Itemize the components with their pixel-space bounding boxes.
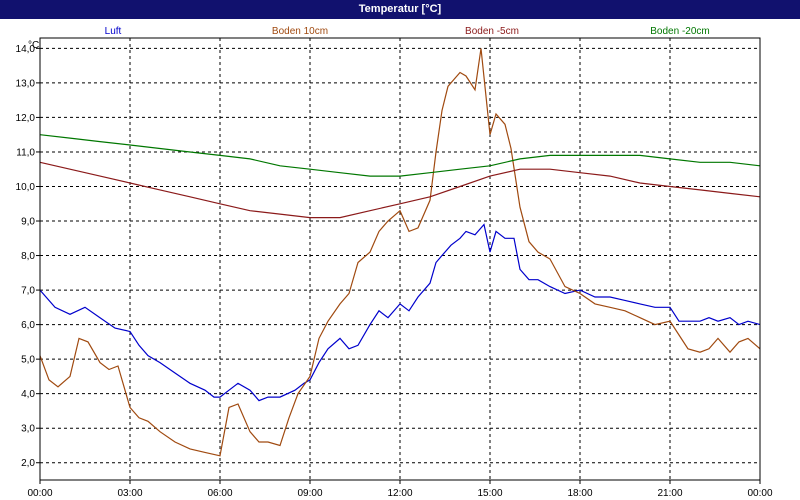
series-lines [39,48,761,457]
y-axis-unit: °C [28,40,39,51]
x-tick-time: 00:00 [27,488,52,499]
series-line-luft [39,223,761,402]
series-line-boden-10cm [39,48,761,457]
x-tick-time: 12:00 [387,488,412,499]
chart-title: Temperatur [°C] [0,0,800,19]
y-tick-label: 14,0 [16,44,36,55]
x-tick-time: 03:00 [117,488,142,499]
legend-item: Boden 10cm [272,26,328,37]
y-tick-label: 6,0 [21,320,35,331]
y-axis: 2,0 3,0 4,0 5,0 6,0 7,0 8,0 9,0 10,0 11,0 12,0 13,0… [16,44,40,469]
y-tick-label: 2,0 [21,458,35,469]
temperature-chart: °C Luft Boden 10cm Boden -5cm Boden -20cm 2… [16,26,773,499]
x-axis: 00:0028.10.1803:0028.10.1806:0028.10.180… [27,480,773,499]
y-tick-label: 11,0 [16,147,35,158]
y-tick-label: 9,0 [21,217,35,228]
grid [40,38,760,480]
y-tick-label: 12,0 [16,113,36,124]
x-tick-time: 18:00 [567,488,592,499]
legend-item: Boden -5cm [465,26,519,37]
y-tick-label: 10,0 [16,182,36,193]
x-tick-time: 06:00 [207,488,232,499]
y-tick-label: 4,0 [21,389,35,400]
y-tick-label: 3,0 [21,424,35,435]
legend-item: Luft [105,26,122,37]
x-tick-time: 09:00 [297,488,322,499]
x-tick-time: 00:00 [747,488,772,499]
series-line-boden-20cm [39,134,761,177]
y-tick-label: 13,0 [16,78,36,89]
legend: Luft Boden 10cm Boden -5cm Boden -20cm [105,26,710,37]
legend-item: Boden -20cm [650,26,709,37]
series-line-boden-5cm [39,161,761,219]
y-tick-label: 8,0 [21,251,35,262]
x-tick-time: 15:00 [477,488,502,499]
y-tick-label: 7,0 [21,286,35,297]
x-tick-time: 21:00 [657,488,682,499]
plot-frame [39,37,761,481]
y-tick-label: 5,0 [21,355,35,366]
